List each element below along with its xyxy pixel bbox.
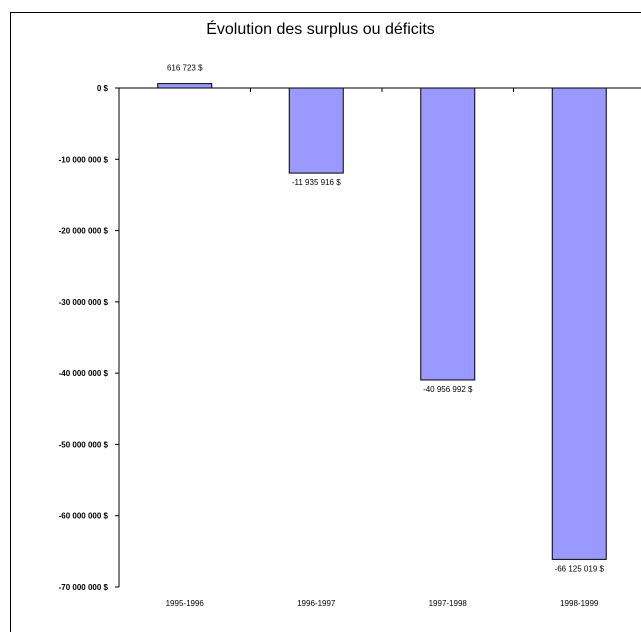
bar	[551, 87, 607, 560]
y-tick-label: -10 000 000 $	[59, 155, 109, 164]
data-label: -66 125 019 $	[555, 564, 605, 573]
bar	[420, 87, 476, 381]
y-tick-label: -60 000 000 $	[59, 512, 109, 521]
x-tick-label: 1996-1997	[297, 599, 336, 608]
chart-title: Évolution des surplus ou déficits	[206, 21, 435, 38]
chart-frame	[10, 12, 641, 632]
data-label: -11 935 916 $	[292, 178, 341, 187]
bar	[157, 83, 213, 89]
bars	[157, 83, 607, 560]
bar	[288, 87, 344, 174]
x-tick-label: 1997-1998	[429, 599, 468, 608]
y-tick-label: -20 000 000 $	[59, 227, 109, 236]
y-tick-label: 0 $	[97, 84, 109, 93]
y-tick-label: -40 000 000 $	[59, 369, 109, 378]
data-label: 616 723 $	[167, 64, 203, 73]
labels: 616 723 $ 1995-1996 -11 935 916 $ 1996-1997…	[166, 64, 605, 608]
data-label: -40 956 992 $	[423, 385, 473, 394]
y-tick-label: -70 000 000 $	[59, 583, 109, 592]
bar-chart: 0 $ -10 000 000 $ -20 000 000 $ -30 000 000…	[59, 64, 641, 608]
y-tick-label: -30 000 000 $	[59, 298, 109, 307]
x-tick-label: 1995-1996	[166, 599, 205, 608]
y-tick-label: -50 000 000 $	[59, 440, 109, 449]
x-tick-label: 1998-1999	[560, 599, 599, 608]
